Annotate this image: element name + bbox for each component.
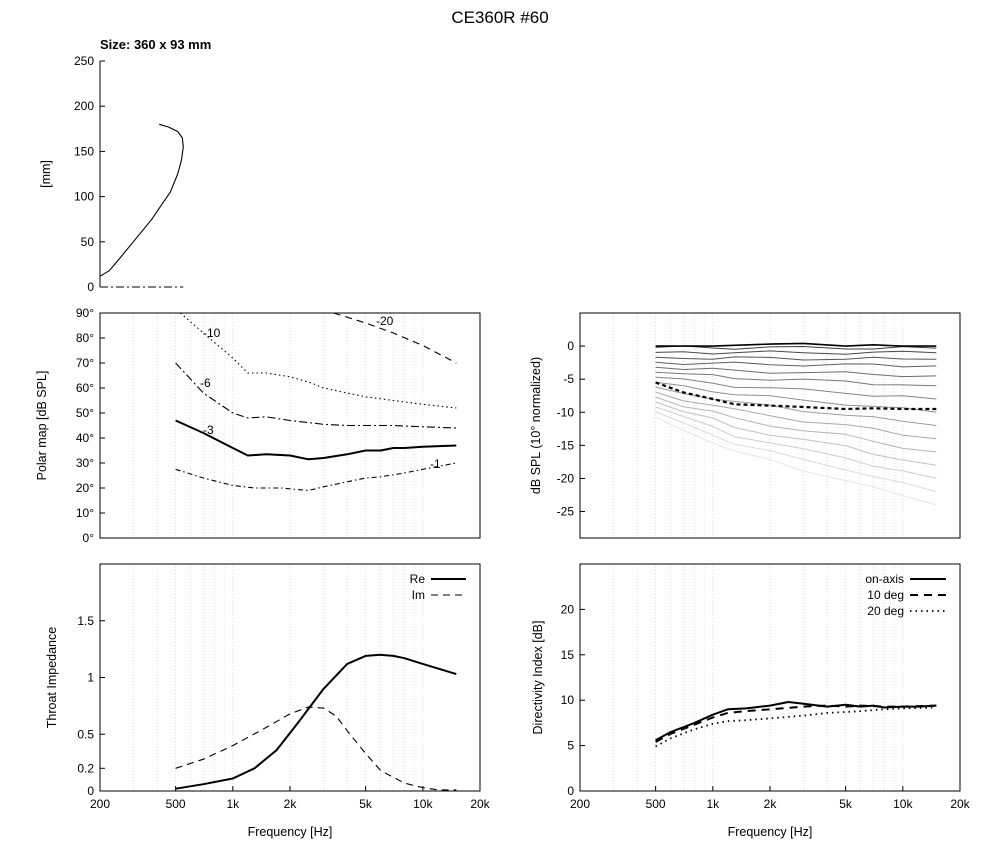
off-axis-curve xyxy=(655,411,937,493)
contour-line xyxy=(175,419,457,461)
x-tick-label: 2k xyxy=(284,797,298,811)
profile-y-label: [mm] xyxy=(39,160,53,188)
off-axis-curve xyxy=(655,391,937,440)
y-tick-label: 0 xyxy=(87,280,94,294)
contour-label: -10 xyxy=(203,326,221,340)
y-tick-label: 0 xyxy=(87,784,94,798)
impedance-re-curve xyxy=(175,653,457,790)
y-tick-label: 1.5 xyxy=(77,614,94,628)
polar-map-frame xyxy=(99,312,481,539)
legend-label: on-axis xyxy=(865,572,904,586)
y-tick-label: 0° xyxy=(83,531,95,545)
y-tick-label: 0 xyxy=(567,339,574,353)
contour-line xyxy=(180,312,457,409)
contour-label: -3 xyxy=(203,423,214,437)
normalized-spl-chart: 0 -5 -10 -15 -20 -25 dB SPL (10° normalized) xyxy=(529,312,961,539)
y-tick-label: 10° xyxy=(76,506,94,520)
y-tick-label: 100 xyxy=(74,190,94,204)
directivity-index-x-label: Frequency [Hz] xyxy=(728,825,813,839)
y-tick-label: -15 xyxy=(557,438,575,452)
x-tick-label: 5k xyxy=(359,797,373,811)
off-axis-curve xyxy=(655,366,937,378)
x-tick-label: 20k xyxy=(950,797,970,811)
y-tick-label: 50 xyxy=(81,235,95,249)
directivity-index-chart: 0 5 10 15 20 200 500 1k 2k 5k 10k 20k Directivity In… xyxy=(531,563,971,839)
y-tick-label: 30° xyxy=(76,456,94,470)
profile-chart: 0 50 100 150 200 250 [mm] xyxy=(39,54,184,294)
contour-label: -1 xyxy=(430,457,441,471)
y-tick-label: 0.2 xyxy=(77,761,94,775)
off-axis-curve xyxy=(655,406,937,479)
normalized-spl-frame xyxy=(579,312,961,539)
legend-label: Re xyxy=(410,572,426,586)
profile-curve xyxy=(99,123,184,277)
x-tick-label: 1k xyxy=(706,797,720,811)
page-title: CE360R #60 xyxy=(451,8,548,27)
y-tick-label: 70° xyxy=(76,356,94,370)
contour-label: -6 xyxy=(200,376,211,390)
y-tick-label: 0.5 xyxy=(77,727,94,741)
off-axis-curve xyxy=(655,401,937,466)
y-tick-label: 250 xyxy=(74,54,94,68)
contour-line xyxy=(175,362,457,429)
y-tick-label: 200 xyxy=(74,99,94,113)
profile-subtitle: Size: 360 x 93 mm xyxy=(100,37,211,52)
y-tick-label: 80° xyxy=(76,331,94,345)
off-axis-curve xyxy=(655,350,937,355)
x-tick-label: 500 xyxy=(646,797,666,811)
directivity-index-y-label: Directivity Index [dB] xyxy=(531,621,545,735)
x-tick-label: 200 xyxy=(570,797,590,811)
y-tick-label: -10 xyxy=(557,405,575,419)
y-tick-label: 1 xyxy=(87,671,94,685)
y-tick-label: -5 xyxy=(563,372,574,386)
polar-map-chart: 0° 10° 20° 30° 40° 50° 60° 70° 80° 90° Polar map [… xyxy=(35,306,481,545)
off-axis-curve xyxy=(655,356,937,361)
y-tick-label: -20 xyxy=(557,471,575,485)
legend-label: Im xyxy=(412,588,425,602)
y-tick-label: 20 xyxy=(561,602,575,616)
normalized-spl-y-label: dB SPL (10° normalized) xyxy=(529,357,543,494)
x-tick-label: 2k xyxy=(764,797,778,811)
off-axis-curve xyxy=(655,376,937,400)
off-axis-curve xyxy=(655,396,937,453)
contour-line xyxy=(333,312,457,364)
x-tick-label: 20k xyxy=(470,797,490,811)
throat-impedance-chart: 0 0.2 0.5 1 1.5 200 500 1k 2k 5k 10k 20k Throat Impe… xyxy=(45,563,491,839)
legend-label: 20 deg xyxy=(867,604,904,618)
throat-impedance-y-label: Throat Impedance xyxy=(45,627,59,728)
ten-degree-curve xyxy=(655,381,937,411)
y-tick-label: 40° xyxy=(76,431,94,445)
reference-curve xyxy=(655,342,937,347)
y-tick-label: 90° xyxy=(76,306,94,320)
x-tick-label: 10k xyxy=(413,797,433,811)
y-tick-label: 50° xyxy=(76,406,94,420)
y-tick-label: 0 xyxy=(567,784,574,798)
off-axis-curve xyxy=(655,416,937,506)
contour-label: -20 xyxy=(376,314,394,328)
x-tick-label: 5k xyxy=(839,797,853,811)
off-axis-curve xyxy=(655,361,937,368)
x-tick-label: 1k xyxy=(226,797,240,811)
y-tick-label: 60° xyxy=(76,381,94,395)
y-tick-label: 150 xyxy=(74,144,94,158)
legend-label: 10 deg xyxy=(867,588,904,602)
off-axis-curve xyxy=(655,371,937,387)
off-axis-curve xyxy=(655,345,937,350)
polar-map-y-label: Polar map [dB SPL] xyxy=(35,371,49,481)
x-tick-label: 500 xyxy=(166,797,186,811)
y-tick-label: -25 xyxy=(557,505,575,519)
y-tick-label: 5 xyxy=(567,739,574,753)
impedance-im-curve xyxy=(175,706,457,791)
off-axis-curve xyxy=(655,381,937,413)
throat-impedance-x-label: Frequency [Hz] xyxy=(248,825,333,839)
x-tick-label: 10k xyxy=(893,797,913,811)
y-tick-label: 20° xyxy=(76,481,94,495)
y-tick-label: 10 xyxy=(561,693,575,707)
di-curve xyxy=(655,704,937,743)
contour-line xyxy=(175,462,457,492)
y-tick-label: 15 xyxy=(561,648,575,662)
x-tick-label: 200 xyxy=(90,797,110,811)
